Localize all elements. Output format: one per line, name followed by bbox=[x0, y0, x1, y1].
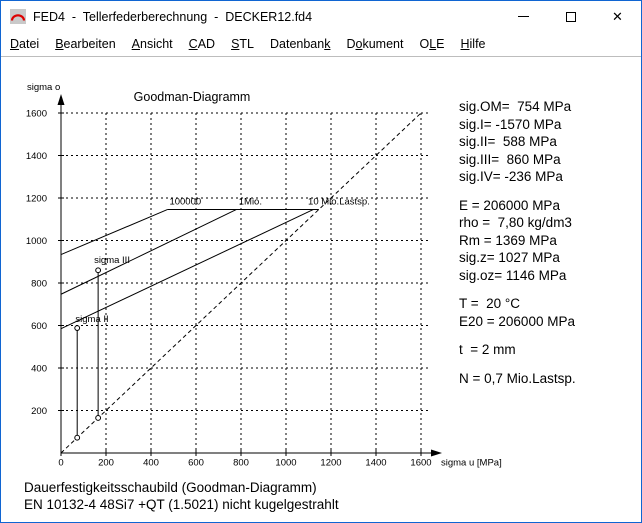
result-line: sig.oz= 1146 MPa bbox=[459, 267, 567, 283]
y-tick-label: 1400 bbox=[26, 151, 47, 162]
result-block: E = 206000 MPa rho = 7,80 kg/dm3 Rm = 1369… bbox=[459, 197, 576, 285]
y-tick-label: 600 bbox=[31, 321, 47, 332]
footer-line-2: EN 10132-4 48Si7 +QT (1.5021) nicht kuge… bbox=[24, 496, 339, 512]
result-line: E = 206000 MPa bbox=[459, 197, 560, 213]
menu-item-stl[interactable]: STL bbox=[231, 37, 254, 51]
result-line: N = 0,7 Mio.Lastsp. bbox=[459, 370, 576, 386]
x-axis-arrow bbox=[431, 449, 442, 457]
results-panel: sig.OM= 754 MPa sig.I= -1570 MPa sig.II= 5… bbox=[459, 98, 576, 398]
result-line: sig.III= 860 MPa bbox=[459, 151, 561, 167]
x-tick-label: 400 bbox=[143, 458, 159, 469]
result-line: Rm = 1369 MPa bbox=[459, 232, 557, 248]
minimize-icon bbox=[518, 16, 529, 17]
maximize-button[interactable] bbox=[547, 1, 594, 32]
menu-item-datenbank[interactable]: Datenbank bbox=[270, 37, 331, 51]
result-block: T = 20 °C E20 = 206000 MPa bbox=[459, 295, 576, 330]
close-icon: ✕ bbox=[612, 9, 623, 24]
x-tick-label: 1000 bbox=[275, 458, 296, 469]
y-tick-label: 200 bbox=[31, 406, 47, 417]
window-title: FED4 - Tellerfederberechnung - DECKER12.… bbox=[33, 9, 313, 24]
stroke-line-II-label: sigma II bbox=[75, 314, 108, 325]
result-line: sig.IV= -236 MPa bbox=[459, 169, 563, 184]
result-line: T = 20 °C bbox=[459, 296, 521, 311]
result-line: rho = 7,80 kg/dm3 bbox=[459, 215, 572, 230]
stroke-line-III-label: sigma III bbox=[94, 255, 130, 266]
goodman-line-1mio bbox=[60, 209, 237, 295]
chart-title: Goodman-Diagramm bbox=[134, 90, 251, 104]
stroke-line-II-marker bbox=[74, 325, 81, 331]
y-axis-arrow bbox=[57, 94, 65, 105]
maximize-icon bbox=[565, 11, 576, 22]
menu-item-dokument[interactable]: Dokument bbox=[346, 37, 404, 51]
result-block: sig.OM= 754 MPa sig.I= -1570 MPa sig.II= 5… bbox=[459, 98, 576, 186]
x-tick-label: 200 bbox=[98, 458, 114, 469]
app-icon bbox=[10, 9, 26, 24]
result-line: t = 2 mm bbox=[459, 342, 516, 357]
diagonal-sigma-o-equals-u bbox=[60, 112, 422, 454]
menu-item-cad[interactable]: CAD bbox=[188, 37, 216, 51]
result-line: E20 = 206000 MPa bbox=[459, 313, 575, 329]
result-line: sig.z= 1027 MPa bbox=[459, 250, 560, 265]
result-line: sig.I= -1570 MPa bbox=[459, 116, 562, 132]
window-controls: ✕ bbox=[500, 1, 641, 32]
goodman-line-10mio-label: 10 Mio.Lastsp. bbox=[308, 196, 370, 207]
goodman-line-100000 bbox=[60, 209, 168, 255]
result-line: sig.OM= 754 MPa bbox=[459, 99, 572, 114]
y-tick-label: 1000 bbox=[26, 236, 47, 247]
y-tick-label: 800 bbox=[31, 279, 47, 290]
footer-line-1: Dauerfestigkeitsschaubild (Goodman-Diagr… bbox=[24, 480, 317, 495]
x-tick-label: 0 bbox=[58, 458, 63, 469]
goodman-line-1mio-label: 1Mio. bbox=[239, 196, 262, 207]
menu-item-ole[interactable]: OLE bbox=[419, 37, 445, 51]
menu-item-ansicht[interactable]: Ansicht bbox=[131, 37, 173, 51]
y-tick-label: 1600 bbox=[26, 109, 47, 120]
result-line: sig.II= 588 MPa bbox=[459, 134, 557, 149]
x-tick-label: 800 bbox=[233, 458, 249, 469]
y-tick-label: 1200 bbox=[26, 194, 47, 205]
result-block: t = 2 mm bbox=[459, 341, 576, 359]
goodman-line-100000-label: 100000 bbox=[169, 196, 201, 207]
title-bar: FED4 - Tellerfederberechnung - DECKER12.… bbox=[1, 1, 641, 32]
menu-bar: Datei Bearbeiten Ansicht CAD STL Datenbank Dok… bbox=[1, 32, 641, 57]
x-tick-label: 1200 bbox=[320, 458, 341, 469]
content-area: 100000 1Mio. 10 Mio.Lastsp. sigma II sigma I… bbox=[1, 58, 641, 522]
stroke-line-II-marker bbox=[74, 434, 81, 441]
y-tick-label: 400 bbox=[31, 364, 47, 375]
menu-item-hilfe[interactable]: Hilfe bbox=[460, 37, 486, 51]
goodman-line-10mio bbox=[60, 209, 314, 330]
x-tick-label: 1400 bbox=[365, 458, 386, 469]
goodman-chart: 100000 1Mio. 10 Mio.Lastsp. sigma II sigma I… bbox=[26, 82, 502, 469]
stroke-line-III-marker bbox=[95, 415, 102, 421]
y-axis-label: sigma o bbox=[27, 82, 60, 93]
x-axis-label: sigma u [MPa] bbox=[441, 458, 502, 469]
menu-item-bearbeiten[interactable]: Bearbeiten bbox=[55, 37, 116, 51]
x-tick-label: 600 bbox=[188, 458, 204, 469]
menu-item-datei[interactable]: Datei bbox=[10, 37, 40, 51]
footer-caption: Dauerfestigkeitsschaubild (Goodman-Diagr… bbox=[24, 480, 339, 513]
minimize-button[interactable] bbox=[500, 1, 547, 32]
result-block: N = 0,7 Mio.Lastsp. bbox=[459, 370, 576, 388]
x-tick-label: 1600 bbox=[410, 458, 431, 469]
stroke-line-III-marker bbox=[95, 267, 102, 274]
close-button[interactable]: ✕ bbox=[594, 1, 641, 32]
